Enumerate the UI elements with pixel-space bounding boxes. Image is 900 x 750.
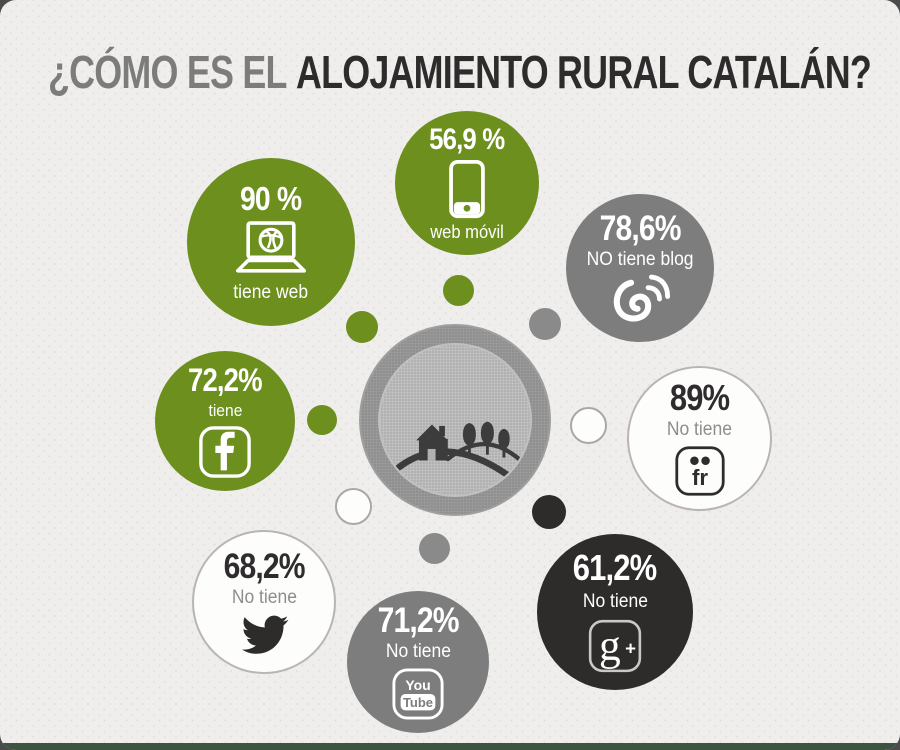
connector-dot-blog <box>529 308 561 340</box>
bubble-no-tiene-youtube: 71,2% No tiene You Tube <box>347 591 489 733</box>
rural-house-landscape-icon <box>383 421 527 492</box>
youtube-icon-text-tube: Tube <box>403 695 433 710</box>
page-title: ¿CÓMO ES EL ALOJAMIENTO RURAL CATALÁN? <box>48 45 872 98</box>
google-plus-plus: + <box>625 637 636 658</box>
blog-icon <box>613 274 671 322</box>
bubble-no-tiene-googleplus: 61,2% No tiene g + <box>537 534 693 690</box>
bubble-no-tiene-twitter: 68,2% No tiene <box>192 530 336 674</box>
twitter-icon <box>241 615 289 654</box>
stat-label: web móvil <box>430 222 504 242</box>
stat-label: tiene <box>208 400 242 420</box>
footer-accent-bar <box>0 743 900 750</box>
stat-label: No tiene <box>385 641 451 662</box>
page-title-emphasis: ALOJAMIENTO RURAL CATALÁN? <box>295 45 872 98</box>
connector-dot-flickr <box>570 407 607 444</box>
center-emblem-ring <box>359 324 551 516</box>
facebook-icon <box>199 425 251 478</box>
google-plus-g: g <box>599 621 621 669</box>
connector-dot-web <box>346 311 378 343</box>
laptop-globe-icon <box>236 221 306 273</box>
stat-value: 78,6% <box>599 209 681 248</box>
connector-dot-web-movil <box>443 275 474 306</box>
flickr-icon: fr <box>674 446 725 496</box>
stat-value: 68,2% <box>223 546 305 586</box>
stat-label: No tiene <box>666 419 733 440</box>
stat-value: 72,2% <box>188 361 263 398</box>
bubble-no-tiene-flickr: 89% No tiene fr <box>627 366 772 511</box>
stat-label: No tiene <box>231 586 297 608</box>
stat-value: 56,9 % <box>429 123 505 156</box>
stat-value: 61,2% <box>573 546 657 588</box>
smartphone-icon <box>449 159 485 219</box>
google-plus-icon: g + <box>588 619 642 672</box>
stat-value: 89% <box>669 377 730 418</box>
youtube-icon-text-you: You <box>405 677 430 693</box>
bubble-web-movil: 56,9 % web móvil <box>395 111 539 255</box>
house-door <box>427 448 436 461</box>
flickr-icon-text: fr <box>691 465 707 490</box>
connector-dot-facebook <box>307 405 337 435</box>
stat-value: 71,2% <box>377 601 459 640</box>
connector-dot-twitter <box>335 488 372 525</box>
stat-label: NO tiene blog <box>586 249 694 270</box>
youtube-icon: You Tube <box>392 668 444 720</box>
bubble-tiene-web: 90 % tiene web <box>187 158 355 326</box>
center-emblem <box>380 345 530 495</box>
bubble-tiene-facebook: 72,2% tiene <box>155 351 295 491</box>
page-title-prefix: ¿CÓMO ES EL <box>48 45 287 98</box>
connector-dot-googleplus <box>532 495 566 529</box>
stat-value: 90 % <box>240 180 302 217</box>
bubble-no-tiene-blog: 78,6% NO tiene blog <box>566 194 714 342</box>
stat-label: No tiene <box>582 590 648 612</box>
connector-dot-youtube <box>419 533 450 564</box>
stat-label: tiene web <box>233 282 309 303</box>
